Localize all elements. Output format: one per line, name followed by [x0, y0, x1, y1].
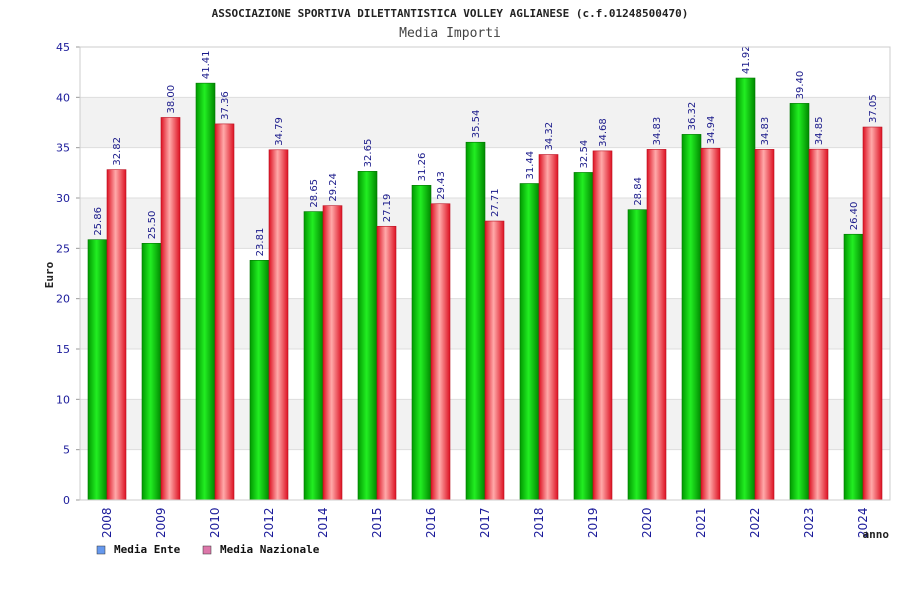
- data-label-media-nazionale: 34.94: [706, 116, 717, 145]
- x-tick-label: 2021: [694, 507, 708, 538]
- data-label-media-nazionale: 29.43: [436, 171, 447, 200]
- bar-media-ente: [843, 233, 864, 501]
- data-label-media-ente: 26.40: [849, 202, 860, 231]
- chart-subtitle: Media Importi: [399, 26, 501, 41]
- bar-media-ente: [681, 134, 702, 501]
- bar-media-nazionale: [106, 169, 127, 501]
- y-tick-label: 5: [63, 444, 70, 457]
- y-tick-label: 0: [63, 494, 70, 507]
- plot-frame: [79, 46, 891, 501]
- x-tick-label: 2017: [478, 507, 492, 538]
- axes: 0 5 10 15 20 25 30 35 40 45 2008 2009 2010 2012 2014 20…: [56, 41, 891, 538]
- bar-media-ente: [735, 77, 756, 501]
- x-axis-label: anno: [863, 528, 890, 541]
- legend: Media Ente Media Nazionale: [96, 543, 320, 556]
- bar-media-ente: [573, 172, 594, 501]
- bar-media-ente: [195, 82, 216, 501]
- bar-media-nazionale: [214, 123, 235, 501]
- bar-media-nazionale: [808, 148, 829, 501]
- bar-media-ente: [87, 239, 108, 501]
- bar-media-nazionale: [592, 150, 613, 501]
- x-tick-label: 2022: [748, 507, 762, 538]
- bars: [87, 77, 883, 501]
- data-label-media-ente: 31.44: [525, 151, 536, 180]
- data-label-media-ente: 41.41: [201, 50, 212, 79]
- data-label-media-ente: 39.40: [795, 71, 806, 100]
- x-tick-label: 2008: [100, 507, 114, 538]
- bar-media-ente: [465, 141, 486, 501]
- data-label-media-nazionale: 34.79: [274, 117, 285, 146]
- x-tick-label: 2024: [856, 507, 870, 538]
- legend-label-media-nazionale: Media Nazionale: [220, 543, 320, 556]
- data-labels: 25.86 32.82 25.50 38.00 41.41 37.36 23.81 34.79…: [93, 45, 879, 256]
- data-label-media-nazionale: 34.83: [760, 117, 771, 146]
- bar-media-ente: [789, 103, 810, 501]
- data-label-media-ente: 25.50: [147, 211, 158, 240]
- data-label-media-nazionale: 34.68: [598, 118, 609, 147]
- x-tick-label: 2010: [208, 507, 222, 538]
- data-label-media-ente: 28.84: [633, 177, 644, 206]
- legend-swatch-media-ente: [96, 545, 106, 555]
- x-tick-label: 2018: [532, 507, 546, 538]
- x-tick-label: 2019: [586, 507, 600, 538]
- data-label-media-nazionale: 27.71: [490, 188, 501, 217]
- data-label-media-ente: 31.26: [417, 153, 428, 182]
- data-label-media-nazionale: 34.85: [814, 117, 825, 146]
- data-label-media-nazionale: 29.24: [328, 173, 339, 202]
- bar-media-ente: [411, 185, 432, 501]
- bar-media-nazionale: [484, 220, 505, 501]
- data-label-media-ente: 35.54: [471, 110, 482, 139]
- x-tick-label: 2012: [262, 507, 276, 538]
- bar-media-nazionale: [160, 117, 181, 501]
- y-tick-label: 15: [56, 343, 70, 356]
- bar-media-ente: [519, 183, 540, 501]
- data-label-media-nazionale: 37.36: [220, 91, 231, 120]
- data-label-media-nazionale: 37.05: [868, 94, 879, 123]
- y-tick-label: 20: [56, 293, 70, 306]
- y-tick-label: 10: [56, 393, 70, 406]
- data-label-media-ente: 28.65: [309, 179, 320, 208]
- data-label-media-ente: 32.65: [363, 139, 374, 168]
- y-tick-label: 40: [56, 91, 70, 104]
- y-tick-label: 35: [56, 142, 70, 155]
- bar-media-ente: [303, 211, 324, 501]
- x-tick-label: 2009: [154, 507, 168, 538]
- bar-media-nazionale: [538, 154, 559, 501]
- bar-media-nazionale: [268, 149, 289, 501]
- bar-media-ente: [249, 260, 270, 501]
- bar-media-nazionale: [754, 149, 775, 501]
- data-label-media-nazionale: 27.19: [382, 194, 393, 223]
- data-label-media-ente: 41.92: [741, 45, 752, 74]
- x-tick-label: 2020: [640, 507, 654, 538]
- data-label-media-ente: 23.81: [255, 228, 266, 257]
- data-label-media-nazionale: 34.32: [544, 122, 555, 151]
- y-tick-label: 45: [56, 41, 70, 54]
- data-label-media-nazionale: 34.83: [652, 117, 663, 146]
- bar-media-nazionale: [700, 147, 721, 501]
- bar-media-nazionale: [646, 149, 667, 501]
- data-label-media-nazionale: 38.00: [166, 85, 177, 114]
- bar-media-nazionale: [862, 126, 883, 501]
- x-tick-label: 2015: [370, 507, 384, 538]
- bar-media-nazionale: [430, 203, 451, 501]
- data-label-media-ente: 32.54: [579, 140, 590, 169]
- legend-swatch-media-nazionale: [202, 545, 212, 555]
- bar-media-ente: [357, 171, 378, 501]
- data-label-media-ente: 25.86: [93, 207, 104, 236]
- data-label-media-ente: 36.32: [687, 102, 698, 131]
- bar-media-nazionale: [322, 205, 343, 501]
- chart-title: ASSOCIAZIONE SPORTIVA DILETTANTISTICA VO…: [212, 7, 689, 20]
- bar-media-ente: [141, 243, 162, 501]
- bar-media-ente: [627, 209, 648, 501]
- x-tick-label: 2014: [316, 507, 330, 538]
- y-tick-label: 30: [56, 192, 70, 205]
- y-tick-label: 25: [56, 242, 70, 255]
- legend-label-media-ente: Media Ente: [114, 543, 181, 556]
- x-tick-label: 2016: [424, 507, 438, 538]
- y-axis-label: Euro: [43, 261, 56, 288]
- bar-media-nazionale: [376, 225, 397, 501]
- x-tick-label: 2023: [802, 507, 816, 538]
- data-label-media-nazionale: 32.82: [112, 137, 123, 166]
